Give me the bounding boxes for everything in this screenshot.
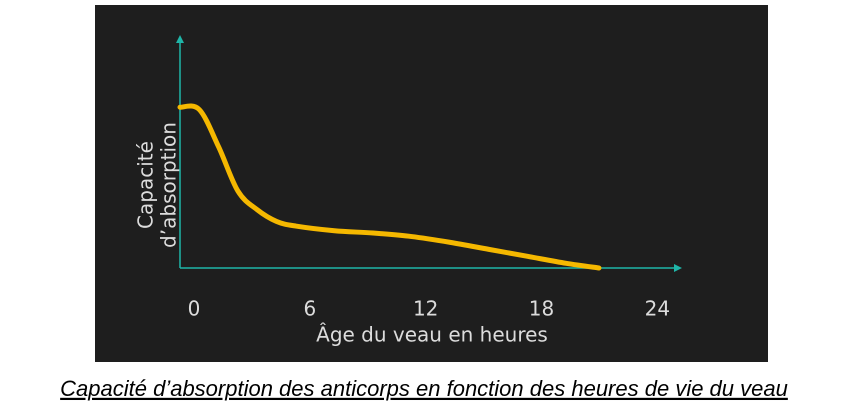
x-tick-label: 0: [188, 297, 201, 321]
x-tick-label: 6: [303, 297, 316, 321]
y-axis-label-line: Capacité: [134, 141, 158, 229]
x-axis-arrow: [674, 264, 682, 272]
caption: Capacité d’absorption des anticorps en f…: [60, 376, 788, 401]
x-axis-label: Âge du veau en heures: [316, 323, 548, 347]
chart-panel: [95, 5, 768, 362]
y-axis-arrow: [176, 35, 184, 43]
x-tick-label: 24: [645, 297, 670, 321]
y-axis-label-line: d’absorption: [157, 122, 181, 248]
data-line: [177, 103, 602, 271]
x-tick-label: 18: [529, 297, 554, 321]
y-axis-label: Capacité d’absorption: [134, 122, 181, 248]
x-tick-label: 12: [413, 297, 438, 321]
